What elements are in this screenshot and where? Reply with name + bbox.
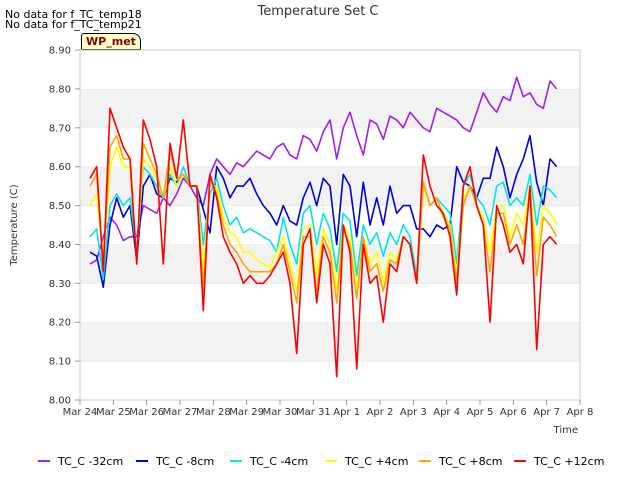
x-tick-label: Mar 30: [263, 407, 298, 418]
x-tick-label: Apr 3: [400, 407, 427, 418]
x-tick-label: Apr 5: [467, 407, 494, 418]
legend-label: TC_C -8cm: [155, 455, 214, 468]
y-tick-label: 8.90: [49, 46, 71, 57]
x-tick-label: Apr 1: [333, 407, 360, 418]
x-tick-label: Apr 2: [367, 407, 394, 418]
no-data-note-2: No data for f_TC_temp21: [5, 18, 142, 31]
grid-band: [80, 50, 580, 89]
site-badge: WP_met: [81, 33, 141, 50]
chart-title: Temperature Set C: [256, 4, 378, 19]
x-tick-label: Mar 28: [196, 407, 231, 418]
grid-band: [80, 322, 580, 362]
plot-frame: [79, 49, 581, 401]
x-tick-label: Apr 6: [500, 407, 527, 418]
y-tick-label: 8.80: [49, 84, 71, 95]
x-tick-label: Apr 8: [567, 407, 594, 418]
grid-band: [80, 283, 580, 323]
y-axis-label: Temperature (C): [9, 184, 20, 266]
y-tick-label: 8.60: [49, 162, 71, 173]
no-data-note-1: No data for f_TC_temp18: [5, 8, 142, 21]
y-tick-label: 8.20: [49, 318, 71, 329]
y-tick-label: 8.40: [49, 240, 71, 251]
y-axis-ticks: 8.00 8.10 8.20 8.30 8.40 8.50 8.60 8.70 8.80 8.90: [49, 46, 80, 407]
legend-label: TC_C +12cm: [533, 455, 604, 468]
x-tick-label: Mar 25: [96, 407, 131, 418]
x-tick-label: Apr 7: [533, 407, 560, 418]
y-tick-label: 8.50: [49, 201, 71, 212]
y-tick-label: 8.00: [49, 396, 71, 407]
legend-label: TC_C -4cm: [249, 455, 308, 468]
grid-bands: [80, 49, 580, 400]
legend: TC_C -32cm TC_C -8cm TC_C -4cm TC_C +4cm TC_…: [38, 455, 604, 468]
series-line: [89, 107, 558, 378]
x-tick-label: Mar 26: [129, 407, 164, 418]
x-axis-label: Time: [553, 425, 578, 436]
y-tick-label: 8.30: [49, 279, 71, 290]
y-tick-label: 8.10: [49, 357, 71, 368]
x-tick-label: Apr 4: [433, 407, 460, 418]
legend-label: TC_C +8cm: [438, 455, 502, 468]
x-tick-label: Mar 27: [163, 407, 198, 418]
x-tick-label: Mar 29: [229, 407, 264, 418]
legend-label: TC_C -32cm: [57, 455, 123, 468]
grid-band: [80, 361, 580, 400]
x-tick-label: Mar 24: [63, 407, 98, 418]
series-line: [89, 76, 558, 265]
x-tick-label: Mar 31: [296, 407, 331, 418]
y-tick-label: 8.70: [49, 123, 71, 134]
series-lines: [89, 76, 558, 378]
legend-label: TC_C +4cm: [344, 455, 408, 468]
